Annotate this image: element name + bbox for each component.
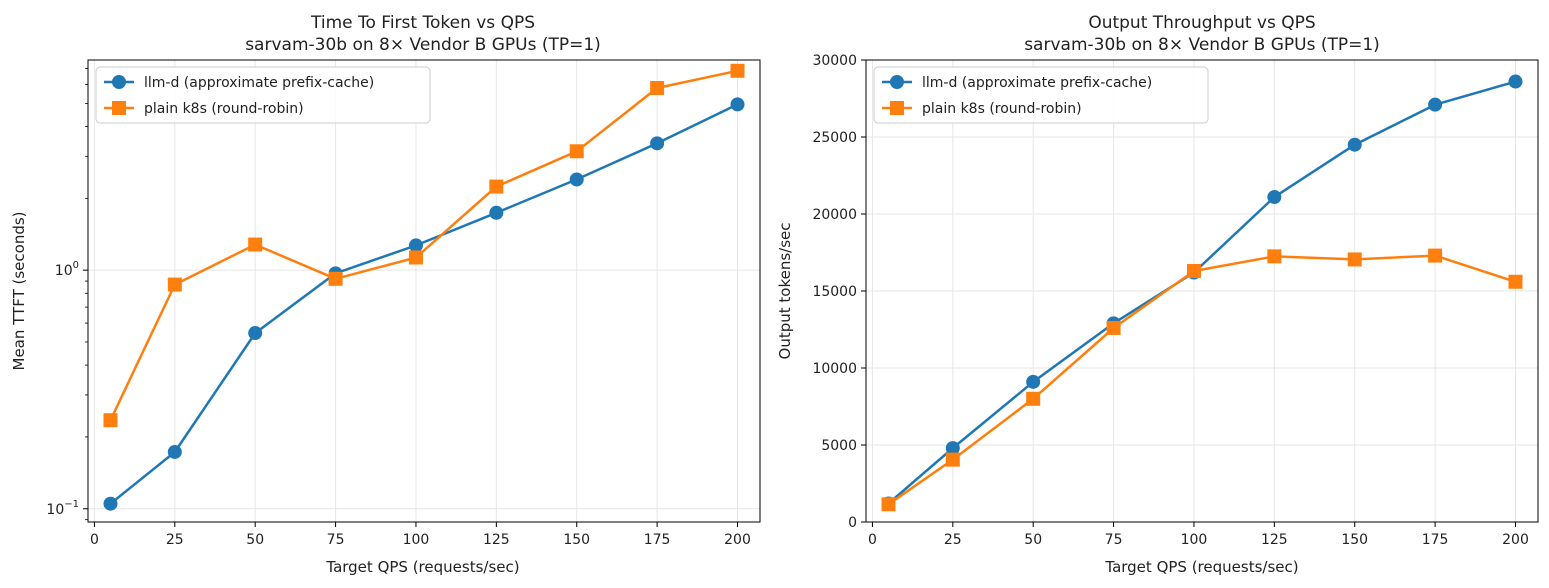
x-tick-label: 50 — [246, 532, 264, 548]
throughput-chart: Output Throughput vs QPS sarvam-30b on 8… — [776, 13, 1539, 576]
data-point — [167, 444, 182, 459]
y-tick-exponent: −1 — [64, 499, 79, 510]
series-group — [103, 63, 745, 511]
chart-title: Time To First Token vs QPS — [310, 13, 535, 33]
data-point — [489, 179, 504, 194]
y-tick-label: 25000 — [812, 130, 857, 146]
data-point — [650, 136, 665, 151]
x-tick-label: 175 — [644, 532, 671, 548]
x-tick-label: 100 — [403, 532, 430, 548]
data-point — [328, 271, 343, 286]
x-tick-label: 150 — [563, 532, 590, 548]
x-tick-label: 75 — [327, 532, 345, 548]
chart-subtitle: sarvam-30b on 8× Vendor B GPUs (TP=1) — [1024, 35, 1380, 55]
data-point — [1106, 320, 1121, 335]
axes: 0 25 50 75 100 125 150 175 200 0 5000 10000 15000 200… — [812, 53, 1528, 548]
data-point — [1428, 97, 1443, 112]
legend-label: plain k8s (round-robin) — [144, 101, 304, 117]
y-axis-label: Mean TTFT (seconds) — [10, 211, 28, 370]
x-tick-label: 75 — [1105, 532, 1123, 548]
x-tick-label: 200 — [1502, 532, 1529, 548]
x-tick-label: 150 — [1341, 532, 1368, 548]
y-tick-label: 5000 — [821, 438, 857, 454]
y-tick-label: 15000 — [812, 284, 857, 300]
data-point — [1428, 248, 1443, 263]
x-tick-label: 200 — [724, 532, 751, 548]
legend-marker — [112, 101, 126, 115]
data-point — [489, 205, 504, 220]
x-tick-label: 100 — [1181, 532, 1208, 548]
legend-label: plain k8s (round-robin) — [922, 101, 1082, 117]
x-tick-label: 125 — [483, 532, 510, 548]
data-point — [1508, 74, 1523, 89]
chart-subtitle: sarvam-30b on 8× Vendor B GPUs (TP=1) — [245, 35, 601, 55]
legend-item: plain k8s (round-robin) — [882, 101, 1082, 117]
plot-frame — [87, 59, 761, 523]
legend-marker — [890, 101, 904, 115]
data-point — [408, 250, 423, 265]
data-point — [408, 238, 423, 253]
data-point — [881, 497, 896, 512]
ttft-chart: Time To First Token vs QPS sarvam-30b on… — [10, 13, 761, 576]
x-tick-label: 0 — [868, 532, 877, 548]
legend-item: plain k8s (round-robin) — [104, 101, 304, 117]
series-group — [881, 74, 1523, 512]
data-point — [1347, 137, 1362, 152]
legend-marker — [890, 75, 904, 89]
data-point — [945, 441, 960, 456]
legend-box — [873, 66, 1209, 124]
data-point — [103, 413, 118, 428]
y-tick-label: 0 — [848, 515, 857, 531]
data-point — [103, 496, 118, 511]
x-tick-label: 25 — [944, 532, 962, 548]
x-axis-label: Target QPS (requests/sec) — [325, 558, 519, 576]
x-tick-label: 0 — [90, 532, 99, 548]
legend-item: llm-d (approximate prefix-cache) — [104, 75, 374, 91]
x-tick-label: 125 — [1261, 532, 1288, 548]
legend-label: llm-d (approximate prefix-cache) — [144, 75, 374, 91]
data-point — [1026, 374, 1041, 389]
data-point — [1026, 391, 1041, 406]
data-point — [167, 277, 182, 292]
legend-label: llm-d (approximate prefix-cache) — [922, 75, 1152, 91]
data-point — [1186, 263, 1201, 278]
data-point — [1508, 274, 1523, 289]
x-tick-label: 25 — [166, 532, 184, 548]
data-point — [1267, 249, 1282, 264]
legend-box — [95, 66, 431, 124]
y-axis-label: Output tokens/sec — [776, 223, 794, 360]
data-point — [730, 63, 745, 78]
x-tick-label: 50 — [1024, 532, 1042, 548]
data-point — [1267, 190, 1282, 205]
data-point — [569, 172, 584, 187]
y-tick-label: 10000 — [812, 361, 857, 377]
data-point — [650, 81, 665, 96]
data-point — [945, 452, 960, 467]
data-point — [569, 144, 584, 159]
legend-item: llm-d (approximate prefix-cache) — [882, 75, 1152, 91]
legend: llm-d (approximate prefix-cache) plain k… — [95, 66, 431, 124]
y-tick-label: 20000 — [812, 207, 857, 223]
chart-title: Output Throughput vs QPS — [1088, 13, 1315, 33]
x-tick-label: 175 — [1422, 532, 1449, 548]
x-axis-label: Target QPS (requests/sec) — [1104, 558, 1298, 576]
legend-marker — [112, 75, 126, 89]
data-point — [248, 326, 263, 341]
legend: llm-d (approximate prefix-cache) plain k… — [873, 66, 1209, 124]
y-tick-label: 30000 — [812, 53, 857, 69]
data-point — [1347, 252, 1362, 267]
y-tick-exponent: 0 — [73, 260, 79, 271]
data-point — [730, 97, 745, 112]
data-point — [248, 237, 263, 252]
